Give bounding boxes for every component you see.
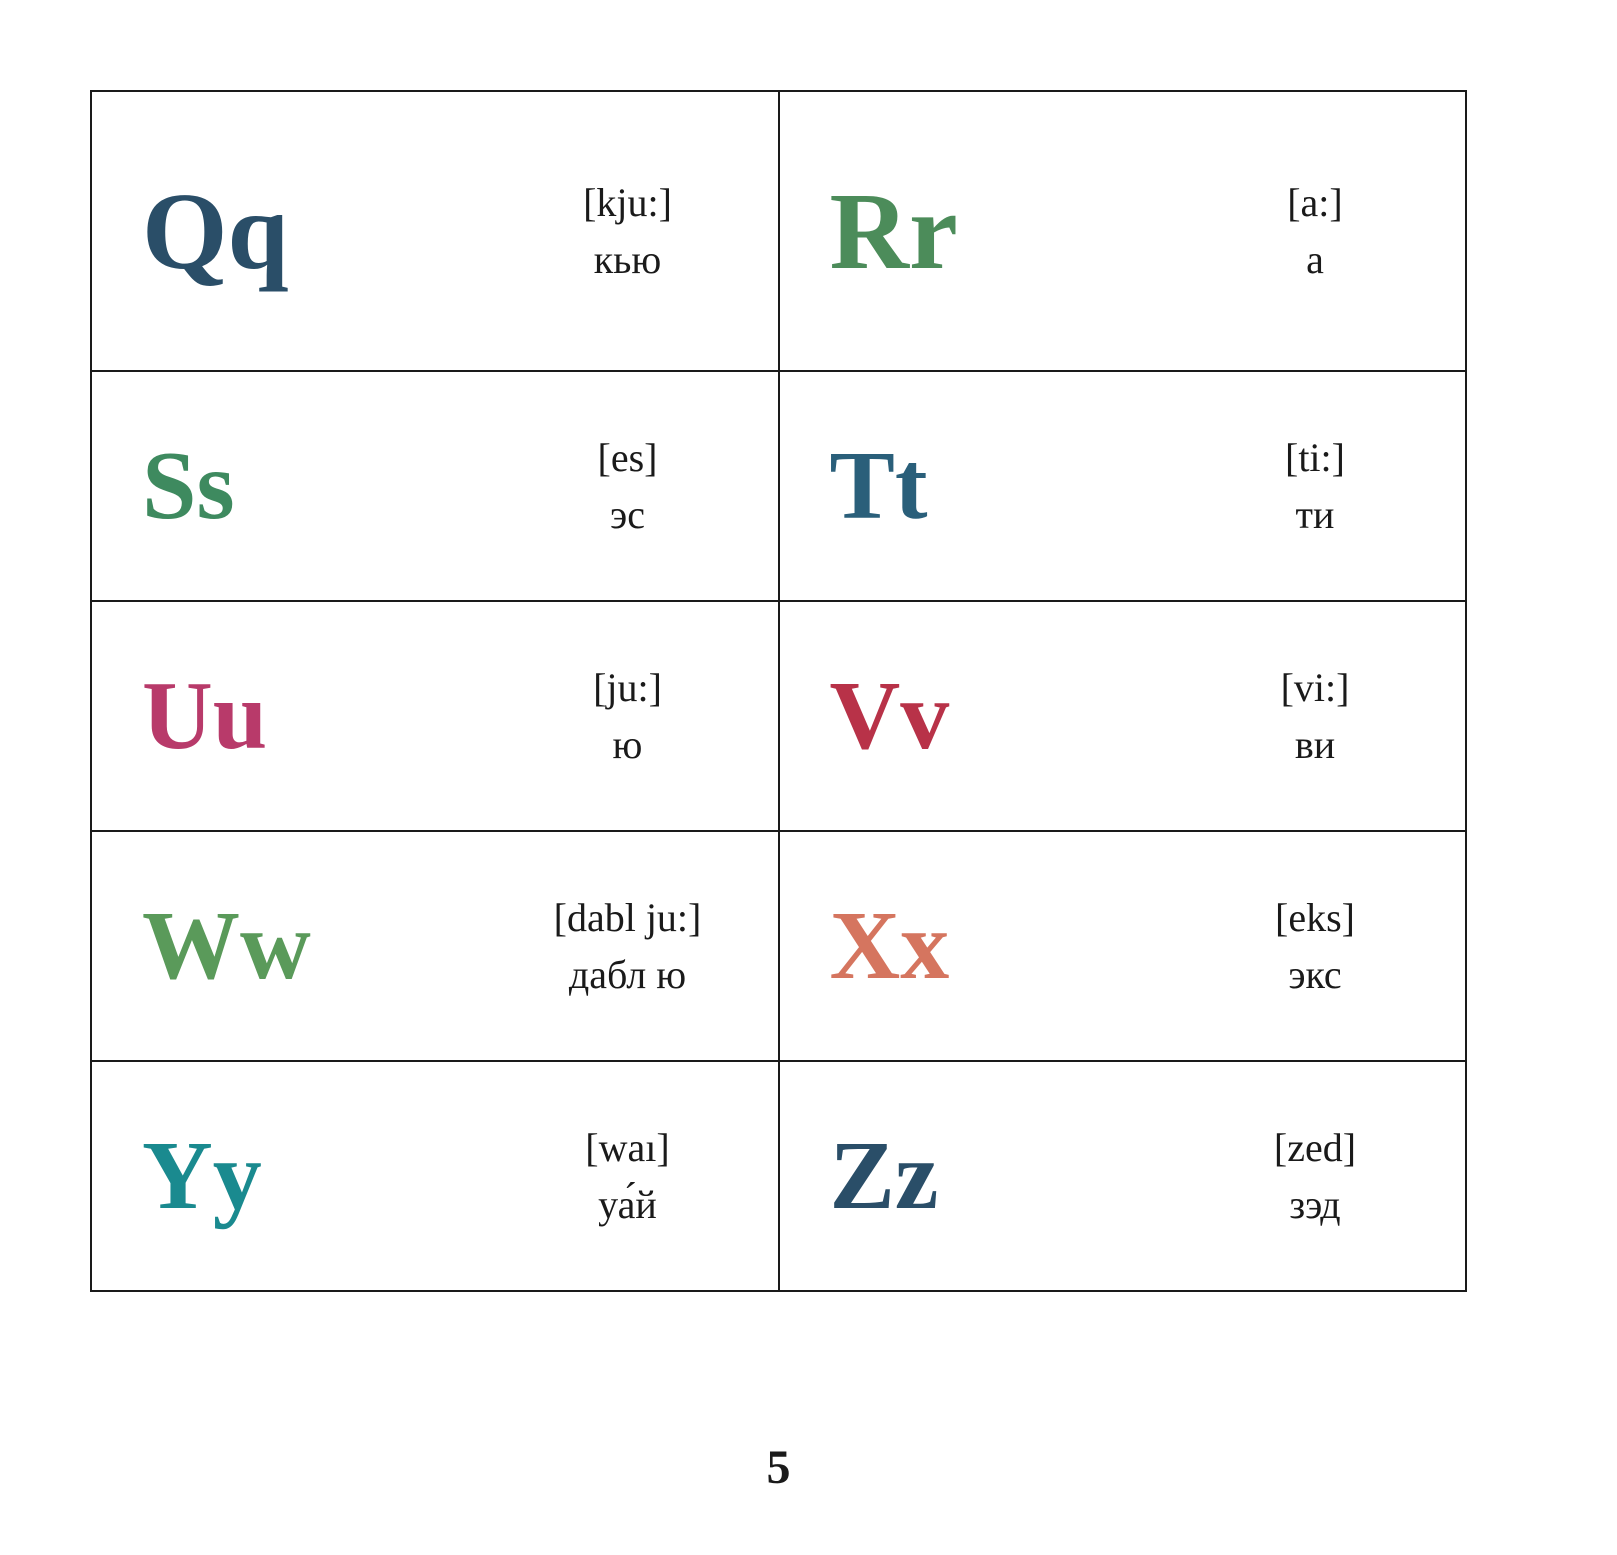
- cell-Rr: Rr [a:] а: [779, 91, 1467, 371]
- letter: Ww: [142, 897, 311, 995]
- letter: Vv: [830, 667, 950, 765]
- alphabet-table: Qq [kju:] кью Rr [a:] а: [90, 90, 1467, 1292]
- table-row: Ww [dabl ju:] дабл ю Xx [eks] экс: [91, 831, 1466, 1061]
- ipa: [es]: [598, 434, 658, 481]
- cell-Uu: Uu [ju:] ю: [91, 601, 779, 831]
- ipa: [a:]: [1287, 179, 1343, 226]
- ipa: [dabl ju:]: [554, 894, 702, 941]
- cell-inner: Uu [ju:] ю: [142, 664, 718, 768]
- cell-inner: Zz [zed] зэд: [830, 1124, 1406, 1228]
- table-row: Qq [kju:] кью Rr [a:] а: [91, 91, 1466, 371]
- page-number: 5: [767, 1440, 791, 1495]
- cell-inner: Yy [waı] уа́й: [142, 1124, 718, 1228]
- ipa: [kju:]: [583, 179, 672, 226]
- letter: Rr: [830, 176, 958, 286]
- letter: Uu: [142, 667, 267, 765]
- cell-Yy: Yy [waı] уа́й: [91, 1061, 779, 1291]
- cell-inner: Qq [kju:] кью: [142, 176, 718, 286]
- cell-inner: Xx [eks] экс: [830, 894, 1406, 998]
- cell-inner: Vv [vi:] ви: [830, 664, 1406, 768]
- pronunciation-stack: [vi:] ви: [1225, 664, 1405, 768]
- pronunciation-stack: [kju:] кью: [538, 179, 718, 283]
- cell-Ww: Ww [dabl ju:] дабл ю: [91, 831, 779, 1061]
- ipa: [ti:]: [1285, 434, 1345, 481]
- cell-Tt: Tt [ti:] ти: [779, 371, 1467, 601]
- pronunciation-stack: [ju:] ю: [538, 664, 718, 768]
- pronunciation-stack: [waı] уа́й: [538, 1124, 718, 1228]
- cell-inner: Ww [dabl ju:] дабл ю: [142, 894, 718, 998]
- letter: Zz: [830, 1127, 939, 1225]
- ipa: [waı]: [585, 1124, 669, 1171]
- ipa: [zed]: [1274, 1124, 1356, 1171]
- cell-inner: Rr [a:] а: [830, 176, 1406, 286]
- translit: ви: [1295, 721, 1335, 768]
- translit: а: [1306, 236, 1324, 283]
- table-row: Ss [es] эс Tt [ti:] ти: [91, 371, 1466, 601]
- translit: дабл ю: [569, 951, 686, 998]
- table-row: Uu [ju:] ю Vv [vi:] ви: [91, 601, 1466, 831]
- cell-Xx: Xx [eks] экс: [779, 831, 1467, 1061]
- letter: Yy: [142, 1127, 262, 1225]
- ipa: [ju:]: [593, 664, 662, 711]
- pronunciation-stack: [es] эс: [538, 434, 718, 538]
- pronunciation-stack: [a:] а: [1225, 179, 1405, 283]
- translit: экс: [1288, 951, 1341, 998]
- cell-inner: Ss [es] эс: [142, 434, 718, 538]
- cell-inner: Tt [ti:] ти: [830, 434, 1406, 538]
- cell-Zz: Zz [zed] зэд: [779, 1061, 1467, 1291]
- alphabet-table-wrap: Qq [kju:] кью Rr [a:] а: [90, 90, 1467, 1292]
- cell-Qq: Qq [kju:] кью: [91, 91, 779, 371]
- cell-Vv: Vv [vi:] ви: [779, 601, 1467, 831]
- translit: ю: [613, 721, 643, 768]
- table-row: Yy [waı] уа́й Zz [zed] зэд: [91, 1061, 1466, 1291]
- pronunciation-stack: [ti:] ти: [1225, 434, 1405, 538]
- letter: Tt: [830, 437, 928, 535]
- letter: Qq: [142, 176, 289, 286]
- translit: ти: [1296, 491, 1335, 538]
- letter: Ss: [142, 437, 235, 535]
- translit: зэд: [1289, 1181, 1340, 1228]
- letter: Xx: [830, 897, 950, 995]
- pronunciation-stack: [dabl ju:] дабл ю: [538, 894, 718, 998]
- translit: эс: [610, 491, 645, 538]
- ipa: [vi:]: [1281, 664, 1350, 711]
- ipa: [eks]: [1275, 894, 1355, 941]
- cell-Ss: Ss [es] эс: [91, 371, 779, 601]
- translit: уа́й: [598, 1181, 657, 1228]
- pronunciation-stack: [zed] зэд: [1225, 1124, 1405, 1228]
- translit: кью: [594, 236, 662, 283]
- pronunciation-stack: [eks] экс: [1225, 894, 1405, 998]
